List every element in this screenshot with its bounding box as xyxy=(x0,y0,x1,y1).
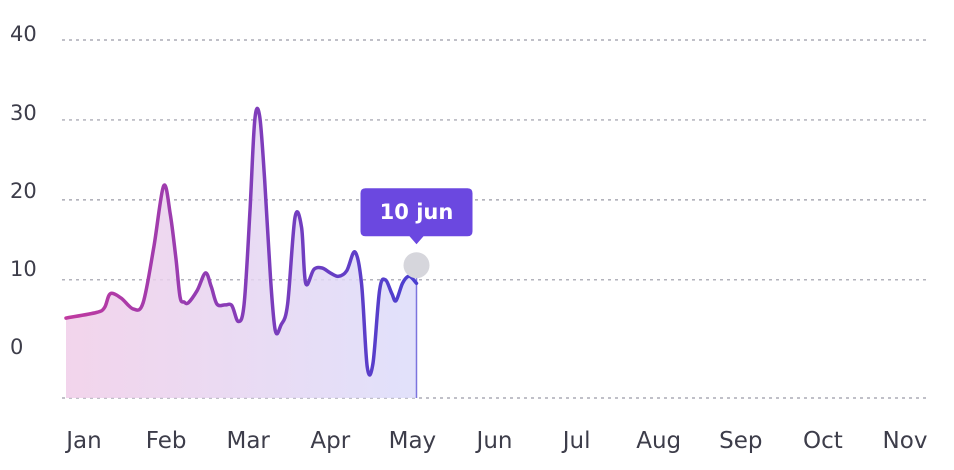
x-tick-label: Apr xyxy=(310,428,350,454)
tooltip-label: 10 jun xyxy=(380,200,454,224)
y-tick-label: 30 xyxy=(10,101,37,125)
x-tick-label: Mar xyxy=(226,428,270,454)
y-tick-label: 40 xyxy=(10,22,37,46)
x-tick-label: Jan xyxy=(64,428,101,454)
x-tick-label: Jun xyxy=(475,428,513,454)
hover-point-marker[interactable] xyxy=(403,252,430,279)
grid-lines xyxy=(62,39,930,399)
y-tick-label: 20 xyxy=(10,179,37,203)
series-line xyxy=(64,106,419,377)
x-tick-label: Aug xyxy=(636,428,681,454)
x-tick-label: Oct xyxy=(803,428,843,454)
x-tick-label: Nov xyxy=(883,428,928,454)
y-tick-label: 0 xyxy=(10,335,23,359)
x-tick-label: Sep xyxy=(719,428,762,454)
x-axis-tick-labels: Jan Feb Mar Apr May Jun Jul Aug Sep Oct Nov xyxy=(64,428,927,454)
y-tick-label: 10 xyxy=(10,257,37,281)
tooltip-background xyxy=(360,188,473,245)
tooltip: 10 jun xyxy=(360,188,473,245)
y-axis-tick-labels: 40 30 20 10 0 xyxy=(10,22,37,359)
x-tick-label: Jul xyxy=(561,428,591,454)
x-tick-label: Feb xyxy=(146,428,187,454)
area-fill xyxy=(66,108,417,399)
x-tick-label: May xyxy=(389,428,437,454)
